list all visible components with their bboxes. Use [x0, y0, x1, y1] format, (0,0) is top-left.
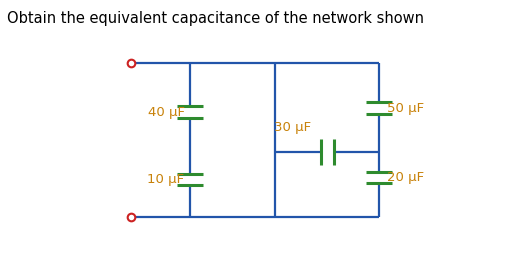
Text: 20 μF: 20 μF: [387, 171, 424, 184]
Text: Obtain the equivalent capacitance of the network shown: Obtain the equivalent capacitance of the…: [7, 11, 424, 26]
Text: 10 μF: 10 μF: [148, 173, 184, 186]
Text: 30 μF: 30 μF: [274, 121, 311, 134]
Text: 40 μF: 40 μF: [148, 106, 184, 119]
Text: 50 μF: 50 μF: [387, 102, 424, 115]
